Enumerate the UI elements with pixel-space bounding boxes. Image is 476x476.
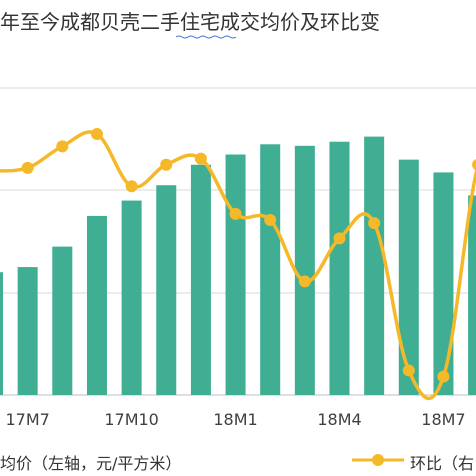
bar-18M3	[294, 145, 315, 395]
x-tick-label-18M7: 18M7	[421, 410, 465, 429]
x-tick-label-17M7: 17M7	[5, 410, 49, 429]
bar-17M12	[190, 164, 211, 395]
mom-point-17M12	[194, 152, 207, 165]
mom-point-18M8	[472, 159, 476, 171]
mom-point-18M3	[298, 275, 311, 288]
chart-legend: 均价（左轴，元/平方米） 环比（右	[0, 444, 476, 476]
bar-18M8	[468, 195, 476, 395]
mom-point-18M5	[368, 217, 381, 230]
chart-title: 年至今成都贝壳二手住宅成交均价及环比变	[0, 10, 380, 34]
bar-17M10	[121, 200, 142, 395]
x-tick-label-18M1: 18M1	[213, 410, 257, 429]
bar-17M7	[17, 267, 38, 395]
x-tick-label-18M4: 18M4	[317, 410, 361, 429]
bar-17M9	[86, 215, 107, 395]
mom-point-17M8	[56, 140, 69, 153]
mom-point-18M7	[437, 370, 450, 383]
bar-18M1	[225, 154, 246, 395]
mom-point-17M10	[125, 180, 138, 193]
bar-17M11	[156, 185, 177, 395]
mom-point-17M9	[90, 128, 103, 141]
mom-point-18M6	[402, 364, 415, 377]
bar-18M5	[364, 136, 385, 395]
mom-point-17M11	[160, 158, 173, 171]
bar-18M7	[433, 172, 454, 395]
bar-17M6	[0, 272, 3, 395]
mom-point-18M2	[264, 214, 277, 227]
mom-point-18M1	[229, 207, 242, 220]
bar-18M4	[329, 141, 350, 395]
bar-18M6	[398, 159, 419, 395]
legend-line-marker	[352, 454, 404, 466]
chart-plot: 17M7 17M10 18M1 18M4 18M7	[0, 87, 476, 429]
bar-18M2	[260, 144, 281, 395]
mom-point-17M7	[21, 161, 34, 174]
bar-17M8	[52, 246, 73, 395]
legend-label-avg-price: 均价（左轴，元/平方米）	[0, 454, 182, 473]
x-tick-label-17M10: 17M10	[104, 410, 159, 429]
legend-label-mom: 环比（右	[410, 454, 475, 473]
mom-point-18M4	[333, 232, 346, 245]
